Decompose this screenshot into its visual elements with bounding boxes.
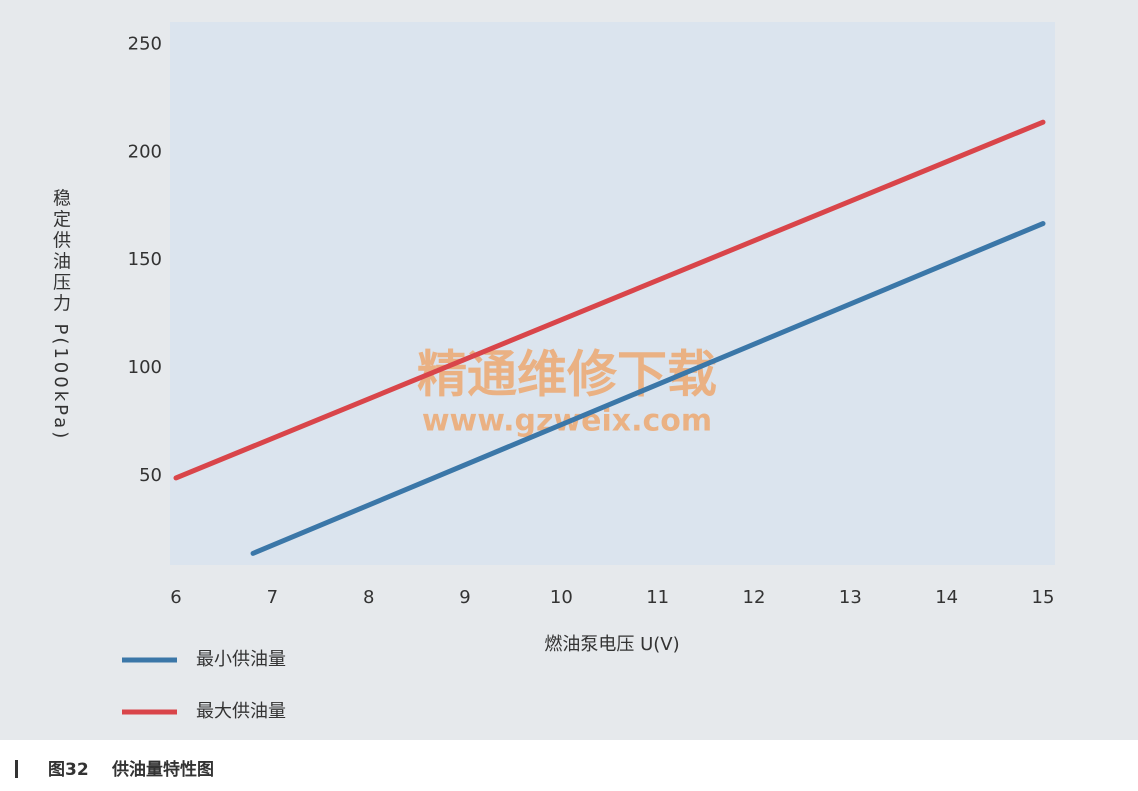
y-tick-label: 50 <box>139 465 162 486</box>
watermark: 精通维修下载 <box>417 346 717 404</box>
data-line <box>250 221 1046 556</box>
x-tick-label: 15 <box>1032 587 1055 608</box>
x-tick-label: 12 <box>743 587 766 608</box>
legend-label: 最小供油量 <box>196 649 286 670</box>
x-tick-label: 6 <box>170 587 181 608</box>
x-tick-label: 7 <box>267 587 278 608</box>
y-tick-label: 100 <box>128 357 162 378</box>
y-axis-label: 稳定供油压力 P(100kPa) <box>50 189 71 442</box>
data-line <box>173 119 1046 481</box>
x-tick-label: 13 <box>839 587 862 608</box>
caption-bar <box>15 760 18 778</box>
caption-label: 图32 <box>48 760 89 780</box>
x-tick-label: 14 <box>935 587 958 608</box>
plot-area <box>170 22 1055 565</box>
y-tick-label: 200 <box>128 141 162 162</box>
legend-label: 最大供油量 <box>196 701 286 722</box>
x-tick-label: 11 <box>646 587 669 608</box>
x-axis-label: 燃油泵电压 U(V) <box>544 634 679 655</box>
x-tick-label: 9 <box>459 587 470 608</box>
caption-text: 供油量特性图 <box>111 759 214 780</box>
y-tick-label: 150 <box>128 249 162 270</box>
x-tick-label: 10 <box>550 587 573 608</box>
y-tick-label: 250 <box>128 34 162 55</box>
x-tick-label: 8 <box>363 587 374 608</box>
